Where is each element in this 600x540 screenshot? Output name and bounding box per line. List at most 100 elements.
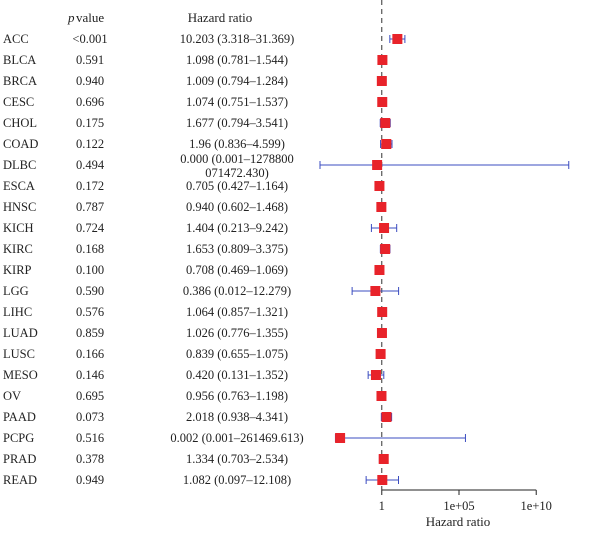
- hr-marker: [377, 475, 388, 485]
- x-axis: Hazard ratio 1 1e+05 1e+10: [379, 489, 552, 529]
- hazard-ratio-cell: 2.018 (0.938–4.341): [186, 410, 288, 424]
- hr-marker: [376, 391, 387, 401]
- p-value-cell: 0.122: [76, 137, 104, 151]
- hazard-ratio-cell: 1.026 (0.776–1.355): [186, 326, 288, 340]
- row-label: READ: [3, 473, 37, 487]
- row-label: LIHC: [3, 305, 32, 319]
- x-axis-title: Hazard ratio: [426, 514, 491, 529]
- p-value-cell: 0.168: [76, 242, 104, 256]
- hazard-ratio-cell: 0.705 (0.427–1.164): [186, 179, 288, 193]
- p-value-cell: 0.166: [76, 347, 104, 361]
- row-label: CHOL: [3, 116, 37, 130]
- x-tick-label: 1e+10: [521, 499, 552, 513]
- hr-marker: [376, 76, 387, 86]
- row-label: KIRC: [3, 242, 33, 256]
- hazard-ratio-cell: 1.404 (0.213–9.242): [186, 221, 288, 235]
- row-label: LUAD: [3, 326, 38, 340]
- hr-marker: [335, 433, 346, 443]
- hazard-ratio-cell: 1.082 (0.097–12.108): [183, 473, 291, 487]
- hr-marker: [372, 160, 383, 170]
- row-label: ESCA: [3, 179, 35, 193]
- p-value-cell: <0.001: [72, 32, 107, 46]
- row-label: KICH: [3, 221, 34, 235]
- hr-marker: [381, 412, 392, 422]
- row-label: PAAD: [3, 410, 36, 424]
- p-value-cell: 0.940: [76, 74, 104, 88]
- hazard-ratio-cell: 1.064 (0.857–1.321): [186, 305, 288, 319]
- hazard-ratio-cell: 1.96 (0.836–4.599): [189, 137, 285, 151]
- row-label: PCPG: [3, 431, 34, 445]
- row-label: CESC: [3, 95, 34, 109]
- hr-marker: [376, 328, 387, 338]
- row-label: ACC: [3, 32, 29, 46]
- hr-marker: [370, 286, 381, 296]
- hazard-ratio-cell: 0.956 (0.763–1.198): [186, 389, 288, 403]
- hazard-ratio-cell: 1.334 (0.703–2.534): [186, 452, 288, 466]
- hr-marker: [377, 307, 388, 317]
- row-label: BLCA: [3, 53, 36, 67]
- hr-marker: [370, 370, 381, 380]
- p-value-cell: 0.696: [76, 95, 104, 109]
- row-label: MESO: [3, 368, 38, 382]
- hazard-ratio-cell: 0.708 (0.469–1.069): [186, 263, 288, 277]
- p-value-cell: 0.516: [76, 431, 104, 445]
- row-label: LGG: [3, 284, 29, 298]
- p-value-cell: 0.576: [76, 305, 104, 319]
- row-label: KIRP: [3, 263, 32, 277]
- p-value-cell: 0.695: [76, 389, 104, 403]
- hr-marker: [377, 55, 388, 65]
- p-value-cell: 0.590: [76, 284, 104, 298]
- p-value-cell: 0.378: [76, 452, 104, 466]
- hr-marker: [381, 139, 392, 149]
- p-value-cell: 0.787: [76, 200, 104, 214]
- column-headers: p value Hazard ratio: [67, 10, 252, 25]
- hr-marker: [380, 244, 391, 254]
- hazard-ratio-cell: 0.386 (0.012–12.279): [183, 284, 291, 298]
- p-value-cell: 0.494: [76, 158, 105, 172]
- x-tick-label: 1e+05: [443, 499, 474, 513]
- p-value-cell: 0.100: [76, 263, 104, 277]
- row-label: HNSC: [3, 200, 36, 214]
- hr-marker: [374, 181, 385, 191]
- hazard-ratio-cell-line2: 071472.430): [205, 166, 269, 180]
- row-label: DLBC: [3, 158, 36, 172]
- hr-marker: [377, 97, 388, 107]
- hazard-ratio-cell: 1.009 (0.794–1.284): [186, 74, 288, 88]
- hazard-ratio-cell: 1.074 (0.751–1.537): [186, 95, 288, 109]
- p-value-cell: 0.073: [76, 410, 104, 424]
- row-label: PRAD: [3, 452, 36, 466]
- hazard-ratio-cell: 0.940 (0.602–1.468): [186, 200, 288, 214]
- forest-panel: [319, 0, 570, 490]
- p-value-cell: 0.949: [76, 473, 104, 487]
- p-value-cell: 0.172: [76, 179, 104, 193]
- pvalue-header-word: value: [76, 10, 104, 25]
- row-label: COAD: [3, 137, 38, 151]
- pvalue-header-italic: p: [67, 10, 75, 25]
- hazard-ratio-cell-line1: 0.000 (0.001–1278800: [180, 152, 294, 166]
- hr-header: Hazard ratio: [188, 10, 253, 25]
- hr-marker: [392, 34, 403, 44]
- hr-marker: [374, 265, 385, 275]
- hr-marker: [375, 349, 386, 359]
- row-label: OV: [3, 389, 21, 403]
- hazard-ratio-cell: 0.420 (0.131–1.352): [186, 368, 288, 382]
- data-table: ACC <0.001 10.203 (3.318–31.369) BLCA 0.591 1…: [3, 32, 304, 487]
- hr-marker: [376, 202, 387, 212]
- row-label: LUSC: [3, 347, 35, 361]
- hr-marker: [379, 223, 390, 233]
- p-value-cell: 0.859: [76, 326, 104, 340]
- hazard-ratio-cell: 0.000 (0.001–1278800 071472.430): [180, 152, 294, 180]
- hr-marker: [380, 118, 391, 128]
- hazard-ratio-cell: 0.002 (0.001–261469.613): [170, 431, 303, 445]
- p-value-cell: 0.175: [76, 116, 104, 130]
- pvalue-header: p: [67, 10, 75, 25]
- row-label: BRCA: [3, 74, 37, 88]
- p-value-cell: 0.724: [76, 221, 105, 235]
- hr-marker: [378, 454, 389, 464]
- hazard-ratio-cell: 1.098 (0.781–1.544): [186, 53, 288, 67]
- hazard-ratio-cell: 10.203 (3.318–31.369): [180, 32, 295, 46]
- p-value-cell: 0.146: [76, 368, 104, 382]
- hazard-ratio-cell: 0.839 (0.655–1.075): [186, 347, 288, 361]
- hazard-ratio-cell: 1.653 (0.809–3.375): [186, 242, 288, 256]
